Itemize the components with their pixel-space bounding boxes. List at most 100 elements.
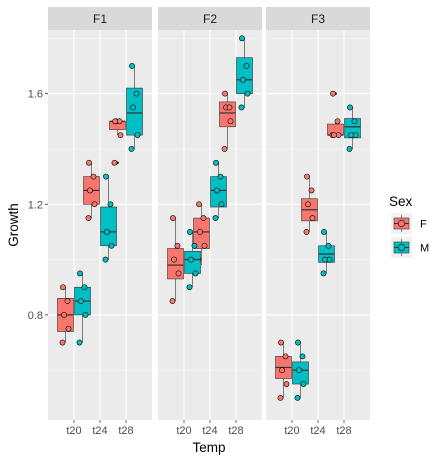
data-point — [171, 256, 177, 263]
facet-panel-F3: F3 — [266, 7, 370, 420]
box-M-F3-t28 — [344, 104, 361, 152]
data-point — [196, 201, 202, 208]
data-point — [321, 229, 327, 235]
data-point — [283, 381, 290, 387]
data-point — [64, 298, 71, 304]
data-point — [188, 256, 194, 263]
data-point — [133, 90, 140, 97]
data-point — [59, 339, 66, 346]
data-point — [186, 284, 193, 291]
data-point — [221, 146, 228, 152]
x-tick-label: t28 — [228, 425, 243, 437]
x-tick-label: t20 — [176, 425, 191, 437]
facet-strip-label: F3 — [311, 12, 325, 26]
y-axis: 0.8 1.2 1.6 — [28, 89, 48, 322]
data-point — [334, 118, 341, 125]
box-M-F1-t20 — [74, 270, 91, 346]
data-point — [331, 132, 337, 139]
box-M-F3-t20 — [292, 339, 309, 401]
data-point — [279, 367, 285, 374]
x-tick-label: t24 — [310, 425, 325, 437]
data-point — [170, 215, 176, 221]
facet-strip-label: F1 — [93, 12, 107, 26]
legend-point — [397, 243, 406, 252]
data-point — [111, 159, 118, 166]
data-point — [278, 339, 284, 346]
box-F-F3-t24 — [301, 173, 318, 235]
legend-label: M — [420, 243, 429, 255]
data-point — [308, 187, 315, 194]
data-point — [320, 270, 327, 277]
data-point — [304, 173, 310, 180]
x-tick-label: t20 — [284, 425, 299, 437]
x-tick-label: t28 — [118, 425, 133, 437]
box-body — [236, 57, 253, 94]
box-M-F2-t20 — [184, 229, 201, 291]
facet-panels: F1 F2 F3 — [48, 7, 370, 420]
y-tick-label: 0.8 — [28, 310, 43, 322]
data-point — [191, 242, 198, 249]
data-point — [303, 229, 310, 235]
data-point — [305, 201, 311, 208]
data-point — [102, 256, 109, 263]
data-point — [76, 339, 83, 346]
x-tick-label: t24 — [202, 425, 217, 437]
data-point — [87, 187, 93, 194]
data-point — [330, 90, 336, 97]
data-point — [227, 118, 234, 125]
legend: Sex FM — [389, 194, 429, 258]
data-point — [346, 146, 353, 152]
facet-panel-F2: F2 — [158, 7, 262, 420]
data-point — [282, 353, 289, 360]
legend-label: F — [420, 219, 427, 231]
facet-strip — [266, 7, 370, 30]
data-point — [197, 229, 203, 235]
data-point — [322, 256, 328, 263]
box-body — [184, 250, 201, 274]
box-M-F1-t28 — [126, 63, 143, 152]
data-point — [91, 201, 98, 208]
x-tick-label: t28 — [336, 425, 351, 437]
data-point — [86, 159, 92, 166]
box-F-F3-t28 — [327, 90, 344, 139]
facet-panel-F1: F1 — [48, 7, 152, 420]
data-point — [217, 173, 224, 180]
data-point — [134, 132, 141, 139]
x-tick-label: t24 — [92, 425, 107, 437]
data-point — [81, 284, 88, 291]
data-point — [296, 367, 302, 374]
facet-strip — [48, 7, 152, 30]
box-M-F2-t28 — [236, 35, 253, 111]
data-point — [240, 76, 246, 83]
data-point — [299, 353, 306, 360]
y-tick-label: 1.2 — [28, 199, 43, 211]
data-point — [243, 63, 250, 69]
legend-key-M: M — [391, 237, 429, 258]
box-M-F1-t24 — [100, 173, 117, 263]
data-point — [128, 146, 135, 152]
data-point — [214, 187, 220, 194]
data-point — [77, 270, 83, 277]
data-point — [61, 311, 67, 318]
data-point — [107, 201, 114, 208]
box-M-F3-t24 — [318, 229, 335, 277]
data-point — [174, 242, 181, 249]
data-point — [325, 242, 332, 249]
box-F-F3-t20 — [275, 339, 292, 401]
data-point — [169, 298, 176, 304]
facet-strip-label: F2 — [203, 12, 217, 26]
box-body — [126, 87, 143, 136]
data-point — [213, 159, 219, 166]
data-point — [222, 90, 228, 97]
data-point — [300, 381, 307, 387]
data-point — [351, 118, 358, 125]
data-point — [104, 229, 110, 235]
data-point — [192, 270, 199, 277]
data-point — [200, 215, 207, 221]
data-point — [60, 284, 66, 291]
legend-point — [397, 219, 406, 228]
data-point — [117, 132, 124, 139]
data-point — [226, 104, 233, 111]
x-axis: t20 t24 t28 t20 t24 t28 t20 t24 t28 — [66, 420, 352, 437]
